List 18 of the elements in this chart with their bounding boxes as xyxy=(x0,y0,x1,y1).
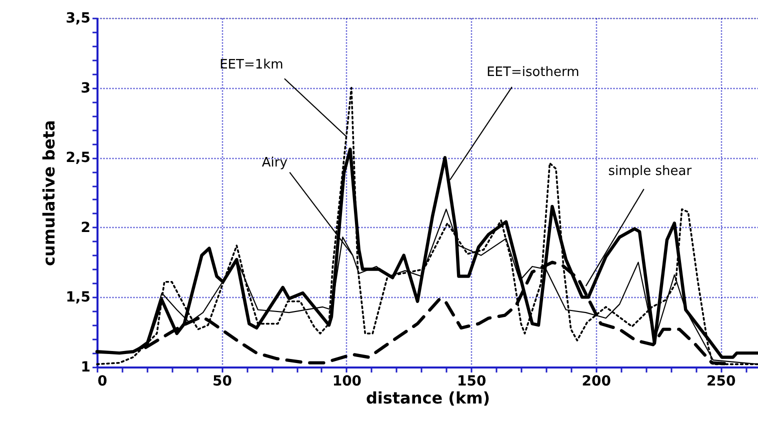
x-axis-title: distance (km) xyxy=(366,388,490,408)
x-tick-label: 200 xyxy=(582,374,612,390)
x-tick-label: 250 xyxy=(706,374,736,390)
y-tick-label: 3 xyxy=(80,80,90,96)
annotation: simple shear xyxy=(608,164,692,180)
y-tick-label: 1,5 xyxy=(66,290,90,306)
annotation: EET=1km xyxy=(220,58,284,73)
y-tick-label: 1 xyxy=(80,360,90,376)
y-axis-title: cumulative beta xyxy=(40,120,59,266)
y-tick-label: 2 xyxy=(80,220,90,236)
annotation: EET=isotherm xyxy=(486,64,580,80)
y-tick-label: 2,5 xyxy=(66,150,90,166)
annotation: Airy xyxy=(262,155,288,170)
y-tick-label: 3,5 xyxy=(66,10,90,26)
x-tick-label: 150 xyxy=(457,374,487,390)
x-tick-label: 50 xyxy=(212,374,232,390)
x-tick-label: 100 xyxy=(332,374,362,390)
x-tick-label: 0 xyxy=(98,374,108,390)
